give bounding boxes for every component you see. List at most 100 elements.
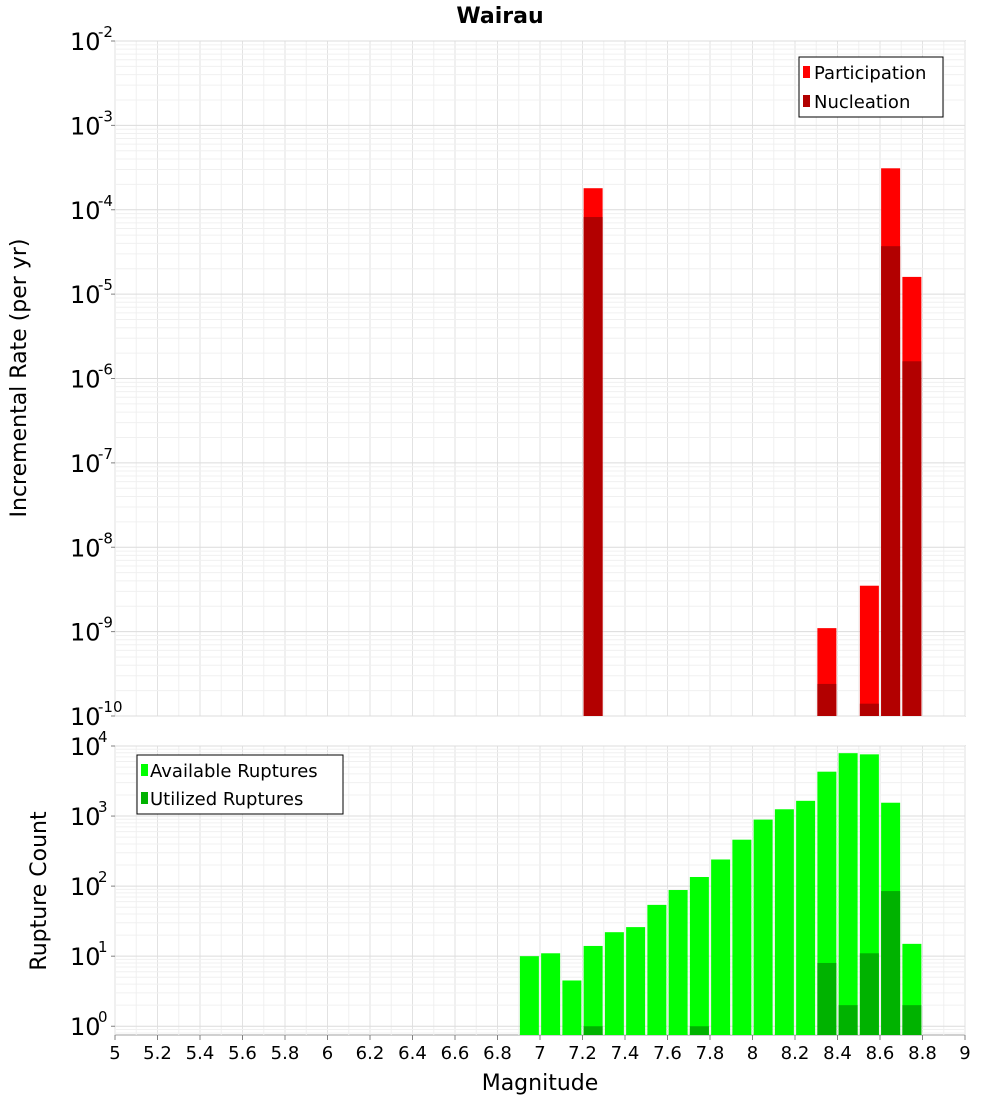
x-axis-label: Magnitude bbox=[482, 1071, 599, 1096]
bottom-legend: Available Ruptures Utilized Ruptures bbox=[136, 754, 344, 815]
chart-title: Wairau bbox=[456, 4, 543, 29]
x-tick-label: 6.6 bbox=[441, 1043, 470, 1064]
bottom-bar-series1 bbox=[647, 904, 667, 1035]
top-legend: Participation Nucleation bbox=[798, 56, 944, 118]
legend-label-participation: Participation bbox=[814, 63, 926, 84]
bottom-bar-series1 bbox=[796, 800, 816, 1035]
top-y-tick-exponent: -5 bbox=[98, 276, 113, 294]
top-y-tick-label: 10 bbox=[70, 703, 101, 731]
bottom-y-tick-label: 10 bbox=[70, 1013, 101, 1041]
bottom-bar-series1 bbox=[626, 927, 646, 1035]
bottom-bar-series1 bbox=[838, 753, 858, 1035]
top-bar-series2 bbox=[817, 683, 837, 716]
bottom-bar-series2 bbox=[902, 1005, 922, 1035]
bottom-y-tick-label: 10 bbox=[70, 873, 101, 901]
bottom-y-tick-exponent: 0 bbox=[98, 1008, 108, 1026]
legend-swatch-nucleation bbox=[803, 95, 810, 107]
bottom-bars bbox=[519, 753, 922, 1035]
top-y-tick-exponent: -10 bbox=[98, 698, 123, 716]
legend-label-utilized: Utilized Ruptures bbox=[150, 789, 303, 810]
bottom-y-tick-label: 10 bbox=[70, 943, 101, 971]
legend-label-available: Available Ruptures bbox=[150, 761, 318, 782]
bottom-bar-series1 bbox=[519, 956, 539, 1035]
top-bar-series2 bbox=[881, 246, 901, 716]
bottom-y-tick-exponent: 2 bbox=[98, 868, 108, 886]
bottom-bar-series1 bbox=[753, 819, 773, 1035]
x-tick-label: 7.2 bbox=[568, 1043, 597, 1064]
bottom-bar-series2 bbox=[583, 1026, 603, 1035]
bottom-y-tick-exponent: 1 bbox=[98, 938, 108, 956]
x-tick-label: 7.6 bbox=[653, 1043, 682, 1064]
top-y-tick-exponent: -4 bbox=[98, 192, 113, 210]
top-y-tick-label: 10 bbox=[70, 28, 101, 56]
x-tick-label: 8.6 bbox=[866, 1043, 895, 1064]
bottom-bar-series1 bbox=[562, 980, 582, 1035]
bottom-y-axis-label: Rupture Count bbox=[27, 811, 52, 971]
top-y-tick-label: 10 bbox=[70, 281, 101, 309]
bottom-bar-series2 bbox=[689, 1026, 709, 1035]
bottom-y-tick-label: 10 bbox=[70, 803, 101, 831]
top-y-tick-label: 10 bbox=[70, 366, 101, 394]
top-bar-series1 bbox=[859, 585, 879, 716]
legend-swatch-utilized bbox=[141, 792, 148, 804]
x-tick-label: 8.8 bbox=[908, 1043, 937, 1064]
x-tick-label: 7.4 bbox=[611, 1043, 640, 1064]
legend-label-nucleation: Nucleation bbox=[814, 92, 910, 113]
top-bar-series2 bbox=[902, 361, 922, 716]
top-y-tick-label: 10 bbox=[70, 112, 101, 140]
bottom-bar-series2 bbox=[817, 962, 837, 1035]
top-grid bbox=[114, 40, 966, 717]
x-tick-label: 6.4 bbox=[398, 1043, 427, 1064]
x-tick-label: 7.8 bbox=[696, 1043, 725, 1064]
bottom-bar-series1 bbox=[689, 876, 709, 1035]
top-y-tick-exponent: -6 bbox=[98, 361, 113, 379]
bottom-bar-series2 bbox=[859, 953, 879, 1035]
x-tick-label: 8.4 bbox=[823, 1043, 852, 1064]
top-y-tick-label: 10 bbox=[70, 450, 101, 478]
x-tick-label: 9 bbox=[959, 1043, 970, 1064]
x-tick-label: 5.6 bbox=[228, 1043, 257, 1064]
x-tick-label: 5 bbox=[109, 1043, 120, 1064]
bottom-bar-series1 bbox=[541, 953, 561, 1035]
top-y-axis-label: Incremental Rate (per yr) bbox=[7, 239, 32, 518]
bottom-bar-series1 bbox=[604, 932, 624, 1035]
top-bar-series2 bbox=[859, 703, 879, 716]
top-y-tick-exponent: -3 bbox=[98, 107, 113, 125]
bottom-bar-series1 bbox=[711, 859, 731, 1035]
bottom-bar-series2 bbox=[881, 891, 901, 1035]
bottom-grid bbox=[114, 745, 966, 1035]
x-tick-label: 6.2 bbox=[356, 1043, 385, 1064]
top-y-tick-exponent: -9 bbox=[98, 614, 113, 632]
x-tick-label: 5.2 bbox=[143, 1043, 172, 1064]
x-tick-label: 6 bbox=[322, 1043, 333, 1064]
bottom-bar-series1 bbox=[583, 945, 603, 1035]
bottom-bar-series1 bbox=[774, 809, 794, 1035]
bottom-bar-series1 bbox=[668, 890, 688, 1035]
bottom-bar-series2 bbox=[838, 1005, 858, 1035]
top-y-tick-exponent: -8 bbox=[98, 529, 113, 547]
top-y-tick-label: 10 bbox=[70, 197, 101, 225]
bottom-y-tick-exponent: 3 bbox=[98, 798, 108, 816]
top-bars bbox=[583, 168, 922, 717]
x-tick-label: 7 bbox=[534, 1043, 545, 1064]
top-legend-box bbox=[798, 56, 944, 118]
x-tick-label: 5.8 bbox=[271, 1043, 300, 1064]
top-y-tick-label: 10 bbox=[70, 534, 101, 562]
x-tick-label: 8.2 bbox=[781, 1043, 810, 1064]
top-y-tick-exponent: -7 bbox=[98, 445, 113, 463]
x-tick-label: 5.4 bbox=[186, 1043, 215, 1064]
bottom-y-tick-label: 10 bbox=[70, 733, 101, 761]
x-tick-label: 6.8 bbox=[483, 1043, 512, 1064]
legend-swatch-participation bbox=[803, 66, 810, 78]
top-y-tick-label: 10 bbox=[70, 619, 101, 647]
bottom-bar-series1 bbox=[732, 839, 752, 1035]
bottom-legend-box bbox=[136, 754, 344, 815]
top-y-tick-exponent: -2 bbox=[98, 23, 113, 41]
top-bar-series2 bbox=[583, 217, 603, 716]
x-ticks: 5 5.2 5.4 5.6 5.8 6 6.2 6.4 6.6 6.8 7 7.2 7.4 7.6 7.8 8… bbox=[109, 1035, 971, 1064]
